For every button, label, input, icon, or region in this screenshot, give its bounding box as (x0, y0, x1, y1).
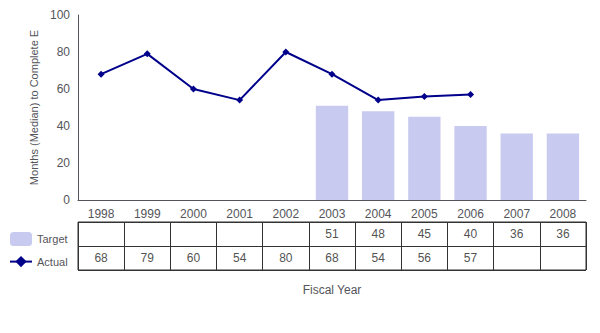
svg-text:68: 68 (325, 251, 339, 265)
svg-text:Target: Target (37, 233, 68, 245)
svg-text:54: 54 (233, 251, 247, 265)
svg-text:Actual: Actual (37, 256, 68, 268)
svg-text:2006: 2006 (457, 207, 484, 221)
svg-text:20: 20 (57, 156, 71, 170)
svg-text:48: 48 (372, 227, 386, 241)
svg-text:2001: 2001 (226, 207, 253, 221)
svg-text:2005: 2005 (411, 207, 438, 221)
svg-text:60: 60 (57, 82, 71, 96)
svg-text:36: 36 (556, 227, 570, 241)
svg-text:79: 79 (141, 251, 155, 265)
svg-text:40: 40 (464, 227, 478, 241)
svg-text:57: 57 (464, 251, 478, 265)
svg-text:40: 40 (57, 119, 71, 133)
svg-text:60: 60 (187, 251, 201, 265)
svg-text:2003: 2003 (319, 207, 346, 221)
svg-text:2008: 2008 (550, 207, 577, 221)
svg-text:80: 80 (57, 45, 71, 59)
svg-text:2007: 2007 (503, 207, 530, 221)
svg-text:80: 80 (279, 251, 293, 265)
svg-text:45: 45 (418, 227, 432, 241)
svg-text:36: 36 (510, 227, 524, 241)
svg-text:2004: 2004 (365, 207, 392, 221)
svg-text:2000: 2000 (180, 207, 207, 221)
svg-text:2002: 2002 (272, 207, 299, 221)
svg-text:51: 51 (325, 227, 339, 241)
svg-text:100: 100 (50, 8, 70, 22)
svg-text:56: 56 (418, 251, 432, 265)
svg-text:0: 0 (63, 193, 70, 207)
svg-text:Fiscal Year: Fiscal Year (303, 283, 362, 297)
svg-text:Months (Median) to Complete E: Months (Median) to Complete E (28, 30, 40, 185)
svg-text:1999: 1999 (134, 207, 161, 221)
svg-text:1998: 1998 (88, 207, 115, 221)
svg-text:68: 68 (94, 251, 108, 265)
svg-text:54: 54 (372, 251, 386, 265)
